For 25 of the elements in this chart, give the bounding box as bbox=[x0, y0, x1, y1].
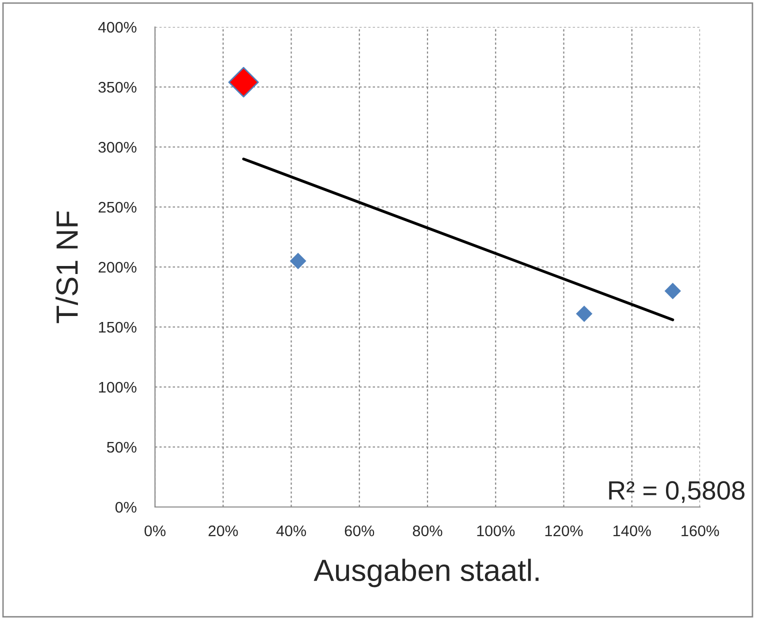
y-tick-label: 0% bbox=[115, 502, 136, 513]
annotation: R² = 0,5808 bbox=[609, 481, 745, 503]
x-tick-label: 120% bbox=[545, 525, 583, 536]
y-tick-label: 250% bbox=[98, 202, 136, 213]
x-tick-label: 60% bbox=[344, 525, 374, 536]
point bbox=[576, 306, 592, 322]
y-tick-label: 50% bbox=[106, 442, 136, 453]
x-tick-label: 80% bbox=[412, 525, 442, 536]
y-tick-label: 150% bbox=[99, 322, 136, 333]
y-tick-label: 400% bbox=[98, 22, 136, 33]
point bbox=[664, 282, 681, 300]
point bbox=[290, 252, 306, 270]
point bbox=[228, 66, 259, 98]
x-tick-label: 0% bbox=[144, 525, 166, 536]
x-tick-label: 100% bbox=[477, 525, 515, 536]
x-tick-label: 20% bbox=[208, 525, 238, 536]
y-tick-label: 350% bbox=[98, 82, 136, 93]
y-tick-label: 200% bbox=[98, 262, 136, 273]
y-tick-label: 300% bbox=[98, 142, 136, 153]
x-tick-label: 140% bbox=[614, 525, 651, 536]
x-tick-label: 40% bbox=[276, 525, 306, 536]
x-axis-title: Ausgaben staatl. bbox=[314, 558, 539, 588]
x-tick-label: 160% bbox=[682, 525, 719, 536]
y-tick-label: 100% bbox=[99, 382, 136, 393]
y-axis-title: T/S1 NF bbox=[56, 211, 78, 324]
